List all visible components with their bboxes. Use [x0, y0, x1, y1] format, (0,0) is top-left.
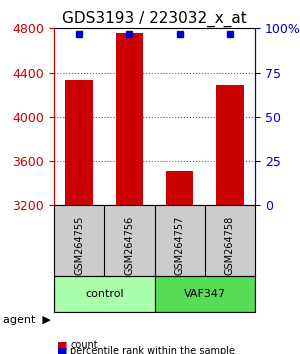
Bar: [166, 171, 194, 205]
Text: GSM264755: GSM264755: [74, 216, 84, 275]
Title: GDS3193 / 223032_x_at: GDS3193 / 223032_x_at: [62, 11, 247, 27]
Text: GSM264757: GSM264757: [175, 216, 184, 275]
Bar: [116, 33, 143, 205]
Bar: [216, 85, 244, 205]
Text: agent  ▶: agent ▶: [3, 315, 51, 325]
FancyBboxPatch shape: [54, 276, 154, 312]
Text: count: count: [70, 340, 98, 350]
Text: percentile rank within the sample: percentile rank within the sample: [70, 346, 236, 354]
Text: GSM264756: GSM264756: [124, 216, 134, 275]
Text: ■: ■: [57, 346, 68, 354]
Text: ■: ■: [57, 340, 68, 350]
FancyBboxPatch shape: [154, 276, 255, 312]
Text: control: control: [85, 289, 124, 299]
Bar: [65, 80, 93, 205]
Text: GSM264758: GSM264758: [225, 216, 235, 275]
Text: VAF347: VAF347: [184, 289, 226, 299]
